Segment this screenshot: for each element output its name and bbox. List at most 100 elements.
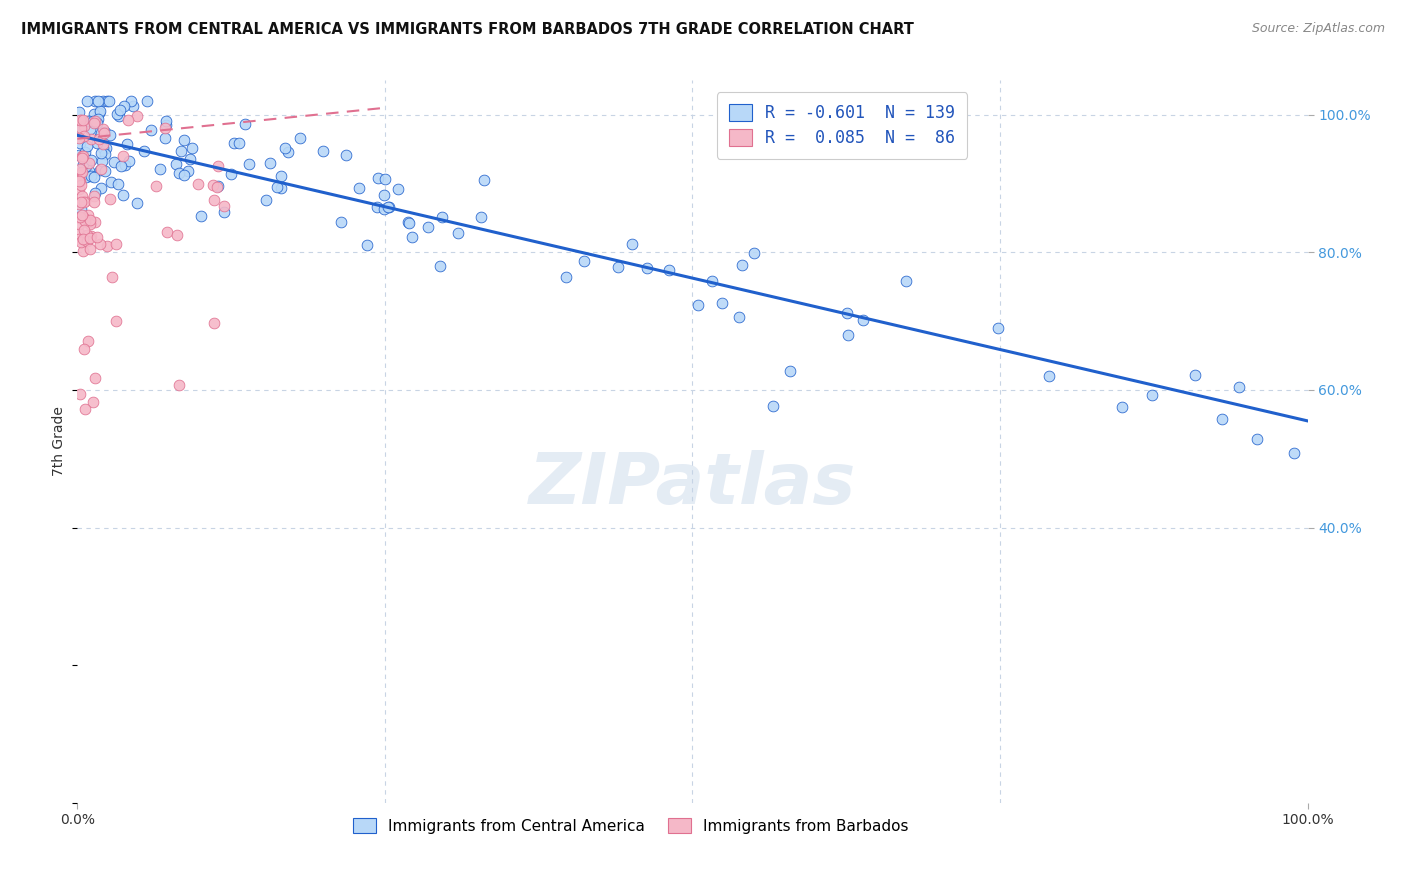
- Point: [387, 182, 409, 196]
- Point: [894, 275, 917, 289]
- Point: [72, 156, 94, 170]
- Point: [187, 177, 209, 191]
- Point: [83, 107, 105, 121]
- Point: [105, 107, 128, 121]
- Point: [103, 155, 125, 169]
- Point: [69, 211, 91, 225]
- Point: [69, 194, 91, 209]
- Point: [228, 136, 250, 151]
- Point: [202, 193, 225, 207]
- Point: [69, 211, 91, 225]
- Point: [67, 174, 90, 188]
- Point: [259, 156, 281, 170]
- Point: [1184, 368, 1206, 382]
- Point: [312, 144, 335, 158]
- Point: [84, 113, 107, 128]
- Point: [76, 228, 98, 243]
- Point: [145, 179, 167, 194]
- Point: [70, 151, 93, 165]
- Point: [79, 122, 101, 136]
- Text: IMMIGRANTS FROM CENTRAL AMERICA VS IMMIGRANTS FROM BARBADOS 7TH GRADE CORRELATIO: IMMIGRANTS FROM CENTRAL AMERICA VS IMMIG…: [21, 22, 914, 37]
- Point: [117, 112, 139, 127]
- Point: [69, 122, 91, 136]
- Point: [73, 402, 96, 417]
- Point: [112, 99, 135, 113]
- Point: [83, 194, 105, 209]
- Point: [94, 140, 117, 154]
- Point: [67, 147, 90, 161]
- Point: [72, 232, 94, 246]
- Point: [727, 310, 749, 324]
- Point: [373, 202, 395, 216]
- Point: [86, 136, 108, 150]
- Point: [141, 123, 163, 137]
- Point: [98, 192, 121, 206]
- Point: [67, 182, 90, 196]
- Point: [167, 378, 190, 392]
- Point: [114, 158, 136, 172]
- Point: [181, 140, 204, 154]
- Point: [69, 387, 91, 401]
- Y-axis label: 7th Grade: 7th Grade: [52, 407, 66, 476]
- Point: [87, 112, 110, 127]
- Point: [83, 169, 105, 184]
- Point: [100, 128, 122, 142]
- Point: [79, 215, 101, 229]
- Point: [730, 258, 752, 272]
- Point: [67, 131, 90, 145]
- Point: [67, 196, 90, 211]
- Point: [72, 113, 94, 128]
- Point: [67, 232, 90, 246]
- Point: [79, 231, 101, 245]
- Point: [89, 163, 111, 178]
- Point: [69, 113, 91, 128]
- Point: [155, 118, 177, 132]
- Point: [73, 211, 96, 225]
- Point: [111, 188, 134, 202]
- Point: [67, 168, 90, 182]
- Point: [93, 137, 115, 152]
- Point: [127, 195, 149, 210]
- Point: [153, 131, 176, 145]
- Point: [73, 120, 96, 134]
- Point: [125, 109, 148, 123]
- Point: [330, 215, 353, 229]
- Point: [83, 186, 105, 200]
- Point: [554, 269, 576, 284]
- Point: [1038, 369, 1060, 384]
- Point: [77, 164, 100, 178]
- Point: [110, 159, 132, 173]
- Point: [115, 136, 138, 151]
- Point: [70, 165, 93, 179]
- Point: [621, 236, 644, 251]
- Point: [122, 99, 145, 113]
- Point: [87, 132, 110, 146]
- Point: [84, 214, 107, 228]
- Point: [77, 113, 100, 128]
- Point: [86, 94, 108, 108]
- Point: [90, 162, 112, 177]
- Point: [378, 200, 401, 214]
- Point: [173, 169, 195, 183]
- Point: [91, 122, 114, 136]
- Point: [149, 161, 172, 176]
- Point: [377, 200, 399, 214]
- Point: [742, 246, 765, 260]
- Point: [762, 399, 785, 413]
- Point: [1246, 432, 1268, 446]
- Point: [72, 233, 94, 247]
- Point: [90, 180, 112, 194]
- Point: [155, 113, 177, 128]
- Point: [79, 228, 101, 243]
- Point: [256, 193, 278, 207]
- Point: [94, 125, 117, 139]
- Point: [366, 200, 388, 214]
- Point: [72, 149, 94, 163]
- Point: [134, 144, 156, 158]
- Point: [852, 312, 875, 326]
- Point: [87, 106, 110, 120]
- Point: [447, 226, 470, 240]
- Point: [202, 178, 225, 192]
- Point: [165, 157, 187, 171]
- Point: [190, 209, 212, 223]
